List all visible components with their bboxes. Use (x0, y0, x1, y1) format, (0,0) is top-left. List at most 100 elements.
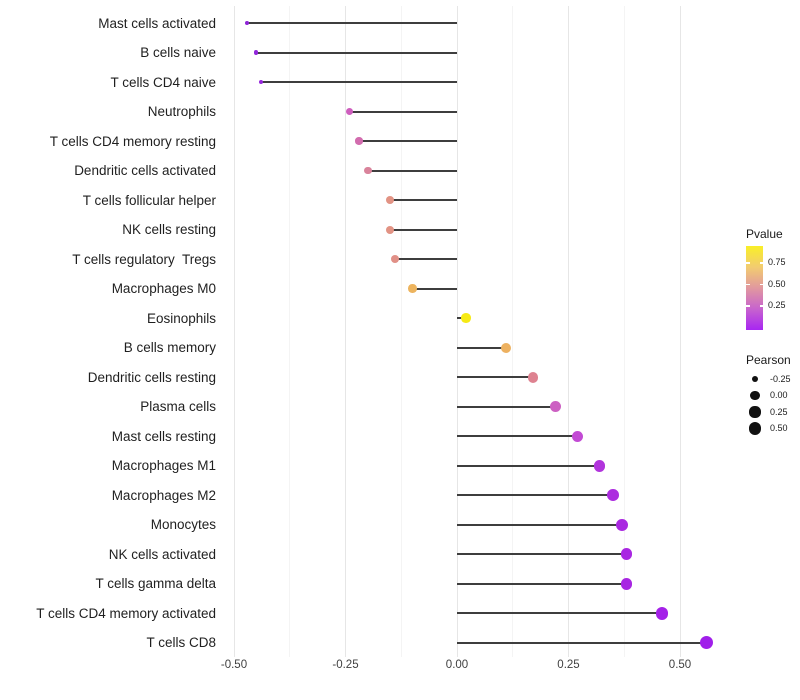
data-point-dot (571, 430, 584, 442)
data-point-dot (254, 50, 259, 55)
lollipop-stem (457, 494, 614, 497)
lollipop-stem (457, 612, 663, 615)
x-axis-tick-label: 0.25 (557, 659, 580, 671)
data-point-dot (620, 577, 633, 590)
pearson-legend-dot (751, 375, 759, 383)
major-gridline (568, 6, 569, 657)
pearson-legend-label: 0.00 (770, 390, 788, 400)
minor-gridline (400, 6, 402, 657)
lollipop-stem (457, 553, 627, 556)
y-axis-label: Macrophages M2 (111, 487, 216, 503)
minor-gridline (623, 6, 625, 657)
y-axis-label: Plasma cells (140, 399, 216, 415)
data-point-dot (527, 371, 539, 383)
colorbar-tick-label: 0.25 (768, 300, 786, 311)
y-axis-label: Eosinophils (146, 310, 216, 326)
colorbar-tick-mark (746, 305, 750, 307)
y-axis-label: T cells gamma delta (95, 576, 216, 592)
y-axis-label: T cells follicular helper (82, 192, 216, 208)
colorbar-tick-mark (759, 262, 763, 264)
pearson-legend-label: 0.50 (770, 423, 788, 433)
y-axis-label: Macrophages M0 (111, 281, 216, 297)
lollipop-stem (457, 405, 556, 408)
y-axis-label: NK cells resting (122, 222, 216, 238)
pearson-legend-label: -0.25 (770, 373, 791, 384)
data-point-dot (346, 108, 354, 116)
major-gridline (233, 6, 235, 657)
y-axis-label: Dendritic cells resting (87, 369, 216, 385)
pearson-legend-dot (749, 406, 761, 418)
lollipop-stem (390, 199, 457, 202)
data-point-dot (390, 255, 399, 264)
y-axis-label: Dendritic cells activated (74, 163, 216, 179)
minor-gridline (512, 6, 514, 657)
lollipop-stem (260, 81, 457, 84)
data-point-dot (245, 21, 250, 25)
major-gridline (679, 6, 681, 657)
pvalue-colorbar: 0.75 0.50 0.25 (746, 246, 786, 330)
lollipop-stem (457, 523, 623, 526)
lollipop-stem (412, 287, 457, 290)
x-axis-tick-label: 0.50 (668, 659, 692, 671)
lollipop-stem (256, 51, 457, 54)
data-point-dot (700, 636, 714, 650)
y-axis-label: T cells CD8 (146, 635, 216, 651)
lollipop-stem (394, 258, 457, 261)
y-axis-label: Mast cells resting (111, 428, 216, 444)
data-point-dot (364, 166, 372, 175)
y-axis-label: Macrophages M1 (111, 458, 216, 474)
data-point-dot (355, 137, 363, 145)
lollipop-stem (457, 346, 507, 349)
x-axis-tick-label: -0.25 (332, 659, 359, 671)
x-axis-tick-label: 0.00 (445, 659, 469, 671)
colorbar-tick-label: 0.50 (768, 278, 786, 289)
data-point-dot (461, 313, 471, 323)
y-axis-label: NK cells activated (108, 546, 216, 562)
colorbar-tick-mark (759, 305, 763, 307)
data-point-dot (655, 607, 669, 620)
y-axis-label: Monocytes (150, 517, 216, 533)
colorbar-tick-mark (759, 283, 763, 286)
y-axis-label: T cells CD4 memory activated (36, 605, 216, 621)
lollipop-stem (390, 228, 457, 231)
data-point-dot (500, 342, 512, 353)
lollipop-stem (457, 464, 600, 467)
data-point-dot (386, 196, 395, 205)
y-axis-label: B cells naive (140, 45, 216, 61)
lollipop-stem (349, 110, 457, 113)
data-point-dot (408, 284, 417, 293)
lollipop-stem (457, 641, 707, 644)
y-axis-label: Mast cells activated (98, 15, 216, 31)
lollipop-stem (358, 140, 457, 143)
data-point-dot (620, 548, 633, 561)
lollipop-stem (457, 435, 578, 438)
pearson-legend-label: 0.25 (770, 406, 788, 417)
data-point-dot (616, 518, 628, 531)
y-axis-label: T cells regulatory Tregs (72, 251, 216, 267)
y-axis-label: Neutrophils (147, 104, 216, 120)
lollipop-stem (367, 169, 457, 172)
lollipop-stem (457, 376, 533, 379)
lollipop-stem (457, 582, 627, 585)
x-axis-tick-label: -0.50 (220, 659, 248, 671)
pearson-legend-title: Pearson (746, 353, 791, 367)
y-axis-label: T cells CD4 memory resting (49, 133, 216, 149)
pearson-legend-dot (748, 422, 762, 435)
colorbar-tick-mark (746, 283, 750, 286)
data-point-dot (549, 401, 561, 413)
data-point-dot (386, 225, 395, 234)
pearson-legend-dot (750, 390, 760, 401)
data-point-dot (258, 79, 263, 85)
pearson-size-legend: -0.25 0.00 0.25 0.50 (746, 368, 800, 438)
y-axis-label: T cells CD4 naive (110, 74, 216, 90)
lollipop-stem (247, 22, 457, 24)
major-gridline (456, 6, 458, 657)
data-point-dot (593, 460, 606, 472)
colorbar-tick-label: 0.75 (768, 257, 786, 268)
colorbar-tick-mark (746, 262, 750, 264)
pvalue-legend-title: Pvalue (746, 227, 783, 241)
major-gridline (345, 6, 346, 657)
data-point-dot (607, 489, 619, 502)
y-axis-label: B cells memory (123, 340, 216, 356)
